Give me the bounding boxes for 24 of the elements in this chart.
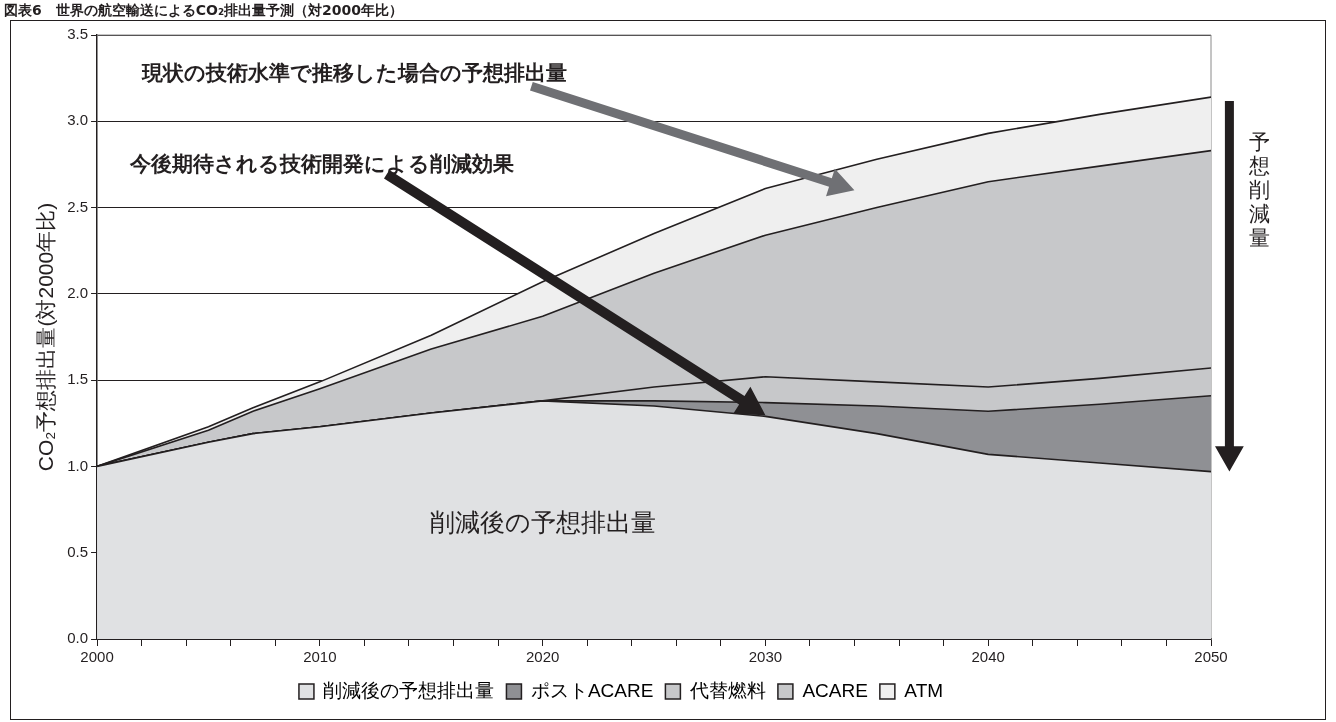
x-tick-label: 2050: [1194, 648, 1228, 666]
annotation: 現状の技術水準で推移した場合の予想排出量: [140, 61, 567, 85]
legend-label: 削減後の予想排出量: [323, 679, 495, 701]
legend-label: ポストACARE: [530, 679, 654, 701]
annotation: 削減後の予想排出量: [429, 508, 656, 537]
y-tick-label: 2.5: [67, 197, 89, 215]
x-tick-label: 2000: [80, 648, 114, 666]
y-tick-label: 1.0: [67, 456, 89, 474]
x-tick-label: 2030: [748, 648, 783, 666]
text: 予想削減量: [1247, 130, 1270, 250]
legend-label: ACARE: [802, 679, 868, 701]
chart-title: 図表6 世界の航空輸送によるCO₂排出量予測（対2000年比）: [3, 1, 404, 20]
legend-label: 代替燃料: [688, 679, 766, 701]
x-tick-label: 2010: [303, 648, 337, 666]
y-tick-label: 1.5: [67, 370, 89, 388]
y-tick-label: 0.0: [67, 629, 89, 647]
y-tick-label: 2.0: [67, 284, 89, 301]
x-tick-label: 2020: [525, 648, 560, 666]
y-tick-label: 3.5: [67, 25, 89, 43]
x-tick-label: 2040: [971, 648, 1005, 666]
y-tick-label: 0.5: [67, 542, 89, 560]
legend-label: ATM: [904, 679, 944, 701]
y-tick-label: 3.0: [67, 111, 89, 129]
y-axis-title: CO₂予想排出量(対2000年比): [34, 202, 58, 472]
